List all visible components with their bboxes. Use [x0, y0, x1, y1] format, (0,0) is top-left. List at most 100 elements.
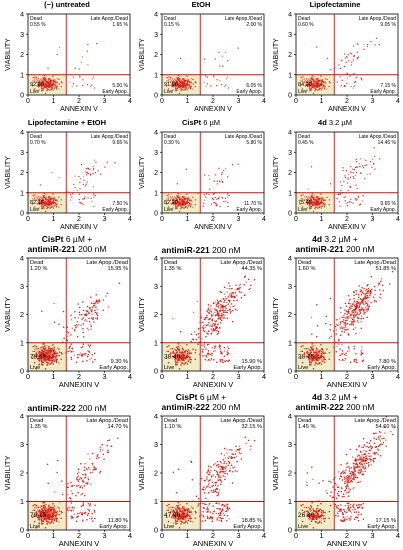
- event-point: [90, 324, 92, 326]
- event-point: [66, 326, 69, 328]
- event-point: [347, 295, 350, 297]
- event-point: [93, 196, 95, 199]
- event-point: [389, 283, 391, 285]
- event-point: [92, 471, 94, 474]
- event-point: [214, 58, 216, 60]
- event-point: [50, 203, 52, 205]
- x-tick-label: 0: [26, 216, 30, 223]
- event-point: [180, 206, 182, 208]
- event-point: [42, 207, 44, 209]
- event-point: [310, 509, 313, 512]
- event-point: [183, 359, 185, 362]
- event-point: [39, 84, 41, 86]
- event-point: [51, 86, 53, 89]
- event-point: [178, 210, 181, 213]
- event-point: [342, 319, 345, 321]
- event-point: [359, 318, 361, 320]
- event-point: [233, 299, 235, 302]
- event-point: [91, 464, 94, 466]
- event-point: [228, 518, 230, 520]
- event-point: [217, 197, 220, 199]
- event-point: [53, 519, 56, 522]
- event-point: [180, 356, 182, 359]
- x-tick-label: 1: [186, 216, 190, 223]
- y-tick-label: 4: [154, 256, 158, 263]
- event-point: [82, 317, 85, 319]
- event-point: [181, 355, 183, 358]
- event-point: [33, 356, 35, 358]
- event-point: [51, 198, 53, 200]
- x-tick-label: 0: [26, 372, 30, 381]
- event-point: [344, 200, 346, 202]
- event-point: [181, 362, 184, 364]
- event-point: [311, 196, 313, 199]
- event-point: [329, 297, 332, 300]
- event-point: [88, 321, 91, 323]
- event-point: [165, 516, 168, 518]
- event-point: [190, 517, 192, 520]
- event-point: [350, 320, 352, 323]
- event-point: [202, 344, 204, 347]
- event-point: [173, 356, 175, 358]
- event-point: [310, 201, 312, 203]
- event-point: [208, 174, 210, 177]
- event-point: [79, 178, 82, 180]
- event-point: [232, 309, 234, 312]
- event-point: [344, 57, 347, 59]
- event-point: [82, 345, 84, 348]
- event-point: [87, 503, 90, 505]
- event-point: [353, 308, 355, 311]
- event-point: [37, 358, 39, 360]
- event-point: [211, 481, 214, 483]
- event-point: [56, 511, 58, 513]
- event-point: [210, 203, 213, 205]
- event-point: [49, 352, 51, 354]
- event-point: [213, 329, 215, 332]
- event-point: [320, 509, 323, 512]
- event-point: [212, 484, 215, 486]
- event-point: [37, 355, 39, 357]
- event-point: [185, 520, 187, 522]
- event-point: [314, 204, 316, 206]
- event-point: [357, 317, 360, 319]
- event-point: [310, 363, 312, 366]
- event-point: [77, 189, 79, 192]
- event-point: [35, 355, 38, 358]
- event-point: [225, 301, 228, 304]
- event-point: [77, 353, 79, 356]
- event-point: [171, 86, 174, 88]
- event-point: [358, 306, 360, 308]
- event-point: [240, 458, 243, 460]
- event-point: [166, 76, 168, 79]
- late-apop-label: Late Apop./Dead: [225, 16, 262, 22]
- event-point: [358, 163, 360, 165]
- event-point: [35, 352, 38, 354]
- event-point: [184, 203, 186, 205]
- event-point: [336, 323, 338, 326]
- event-point: [76, 84, 78, 87]
- event-point: [211, 346, 214, 349]
- event-point: [62, 310, 65, 313]
- event-point: [307, 202, 309, 204]
- event-point: [170, 79, 173, 82]
- event-point: [47, 195, 50, 198]
- event-point: [86, 360, 88, 362]
- event-point: [42, 520, 44, 522]
- event-point: [211, 352, 213, 354]
- event-point: [357, 321, 360, 324]
- event-point: [380, 297, 382, 299]
- event-point: [329, 328, 331, 331]
- event-point: [316, 206, 318, 208]
- event-point: [348, 350, 350, 352]
- event-point: [315, 46, 318, 48]
- event-point: [193, 331, 196, 333]
- event-point: [187, 519, 190, 522]
- event-point: [39, 80, 41, 82]
- x-tick-label: 0: [26, 531, 30, 540]
- event-point: [110, 445, 113, 447]
- event-point: [352, 202, 354, 204]
- event-point: [370, 275, 373, 278]
- event-point: [320, 344, 322, 346]
- event-point: [363, 299, 365, 302]
